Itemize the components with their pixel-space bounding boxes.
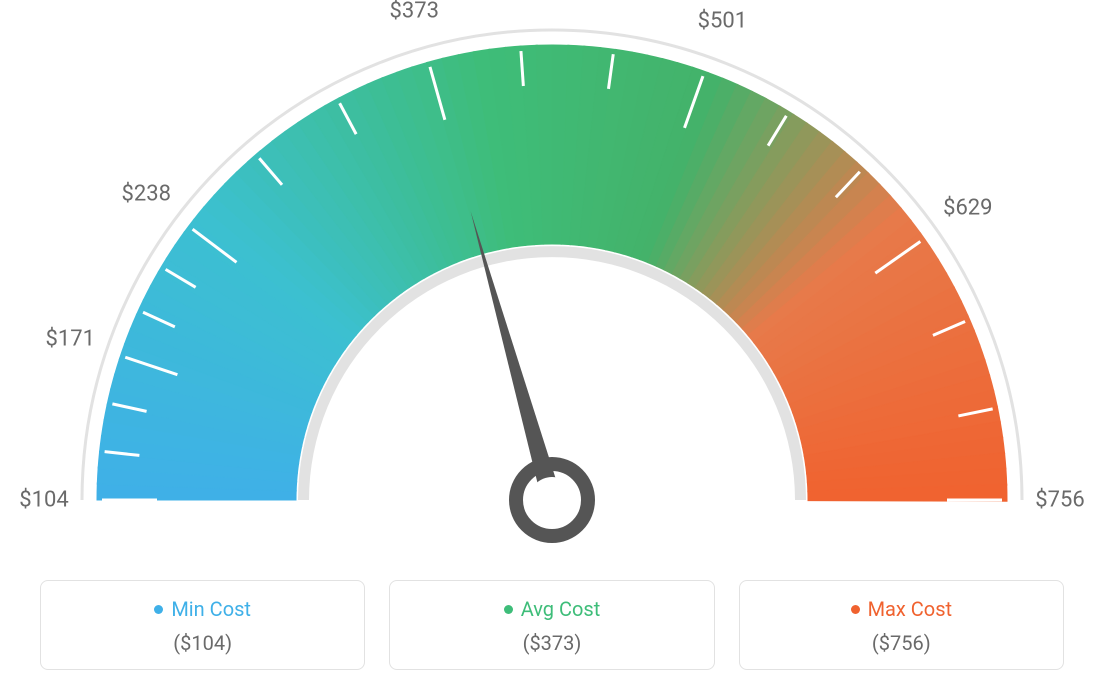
- legend-label-avg: Avg Cost: [521, 597, 601, 621]
- scale-label: $104: [19, 488, 68, 513]
- legend-card-min: Min Cost ($104): [40, 580, 365, 670]
- scale-label: $756: [1035, 488, 1084, 513]
- gauge-chart: $104 $171 $238 $373 $501 $629 $756: [0, 0, 1104, 560]
- legend-value-max: ($756): [750, 631, 1053, 655]
- legend-value-avg: ($373): [400, 631, 703, 655]
- legend-dot-avg: [504, 605, 513, 614]
- legend-dot-max: [851, 605, 860, 614]
- legend-dot-min: [154, 605, 163, 614]
- scale-label: $171: [46, 326, 95, 351]
- legend-card-avg: Avg Cost ($373): [389, 580, 714, 670]
- legend-label-max: Max Cost: [868, 597, 953, 621]
- legend-row: Min Cost ($104) Avg Cost ($373) Max Cost…: [40, 580, 1064, 670]
- legend-value-min: ($104): [51, 631, 354, 655]
- scale-label: $238: [122, 182, 171, 207]
- legend-card-max: Max Cost ($756): [739, 580, 1064, 670]
- scale-label: $629: [943, 196, 992, 221]
- scale-label: $373: [389, 0, 438, 24]
- gauge-svg: [0, 0, 1104, 560]
- legend-label-min: Min Cost: [171, 597, 251, 621]
- scale-label: $501: [698, 9, 747, 34]
